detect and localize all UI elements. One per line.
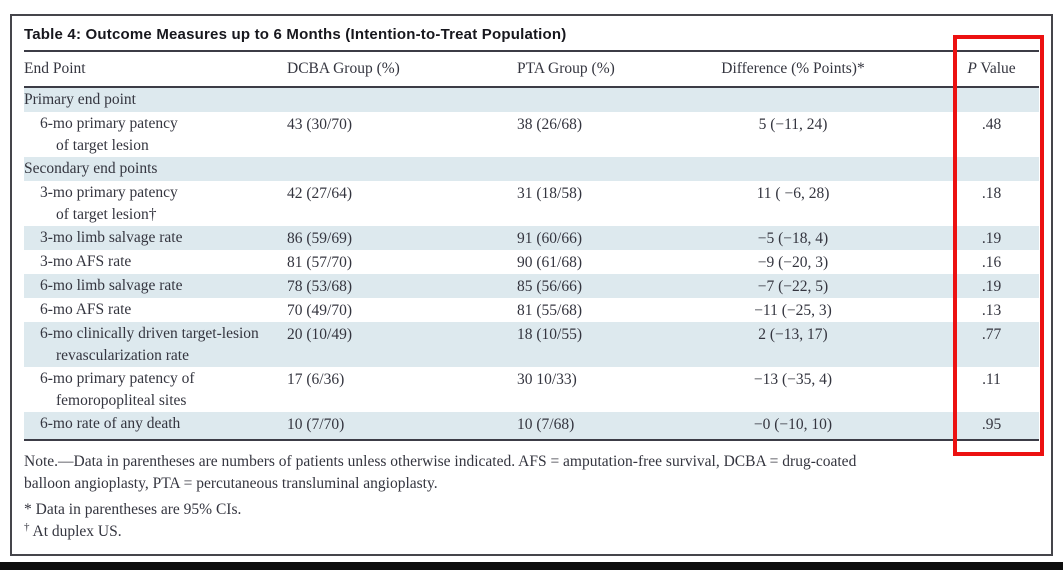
end-point-cell: 3-mo primary patency of target lesion† <box>24 182 287 226</box>
end-point-cell: 3-mo limb salvage rate <box>24 227 287 249</box>
table-row: 6-mo AFS rate 70 (49/70) 81 (55/68) −11 … <box>24 298 1039 322</box>
end-point-cell: 3-mo AFS rate <box>24 251 287 273</box>
table-header-row: End Point DCBA Group (%) PTA Group (%) D… <box>24 52 1039 86</box>
pta-value-cell: 18 (10/55) <box>517 326 583 343</box>
dagger-footnote-text: At duplex US. <box>32 523 122 540</box>
p-value-cell: .19 <box>981 278 1002 295</box>
bottom-bar <box>0 562 1063 570</box>
dcba-value-cell: 42 (27/64) <box>287 185 353 202</box>
table-row: 6-mo rate of any death 10 (7/70) 10 (7/6… <box>24 412 1039 439</box>
difference-value-cell: −9 (−20, 3) <box>757 254 829 271</box>
pta-value-cell: 85 (56/66) <box>517 278 583 295</box>
difference-value-cell: 2 (−13, 17) <box>758 326 828 343</box>
end-point-label: 3-mo limb salvage rate <box>40 229 183 246</box>
note-line-2: balloon angioplasty, PTA = percutaneous … <box>24 475 438 492</box>
dcba-value-cell: 81 (57/70) <box>287 254 353 271</box>
table-row: 6-mo limb salvage rate 78 (53/68) 85 (56… <box>24 274 1039 298</box>
end-point-label-line2: revascularization rate <box>56 347 189 364</box>
end-point-label: 6-mo limb salvage rate <box>40 277 183 294</box>
pta-value-cell: 91 (60/66) <box>517 230 583 247</box>
end-point-label: 6-mo clinically driven target-lesion <box>40 325 259 342</box>
end-point-cell: 6-mo limb salvage rate <box>24 275 287 297</box>
pta-value-cell: 81 (55/68) <box>517 302 583 319</box>
difference-value-cell: −0 (−10, 10) <box>753 416 833 433</box>
end-point-cell: 6-mo primary patency of target lesion <box>24 113 287 157</box>
dcba-value-cell: 17 (6/36) <box>287 371 345 388</box>
dcba-value-cell: 43 (30/70) <box>287 116 353 133</box>
dagger-footnote: † At duplex US. <box>24 521 1039 543</box>
dagger-symbol: † <box>24 520 30 533</box>
end-point-cell: Primary end point <box>24 89 287 111</box>
p-value-cell: .13 <box>981 302 1002 319</box>
table-body: Primary end point 6-mo primary patency o… <box>24 88 1039 439</box>
p-value-cell: .18 <box>981 185 1002 202</box>
difference-value-cell: −5 (−18, 4) <box>757 230 829 247</box>
pta-value-cell: 31 (18/58) <box>517 185 583 202</box>
end-point-cell: Secondary end points <box>24 158 287 180</box>
dcba-value-cell: 10 (7/70) <box>287 416 345 433</box>
end-point-label-line2: femoropopliteal sites <box>56 392 187 409</box>
col-header-dcba-group: DCBA Group (%) <box>287 60 400 77</box>
table-bottom-divider <box>24 439 1039 441</box>
end-point-cell: 6-mo rate of any death <box>24 413 287 435</box>
difference-value-cell: −11 (−25, 3) <box>754 302 832 319</box>
pta-value-cell: 30 10/33) <box>517 371 577 388</box>
table-row: 6-mo primary patency of target lesion 43… <box>24 112 1039 157</box>
table-row: 6-mo clinically driven target-lesion rev… <box>24 322 1039 367</box>
dcba-value-cell: 78 (53/68) <box>287 278 353 295</box>
pta-value-cell: 38 (26/68) <box>517 116 583 133</box>
col-header-pta-group: PTA Group (%) <box>517 60 615 77</box>
p-value-cell: .95 <box>981 416 1002 433</box>
end-point-cell: 6-mo clinically driven target-lesion rev… <box>24 323 287 367</box>
end-point-label-line2: of target lesion† <box>56 206 157 223</box>
title-divider <box>24 50 1039 52</box>
end-point-label: 6-mo rate of any death <box>40 415 181 432</box>
p-value-header-rest: Value <box>980 60 1016 77</box>
p-value-cell: .48 <box>981 116 1002 133</box>
dcba-value-cell: 70 (49/70) <box>287 302 353 319</box>
p-value-cell: .16 <box>981 254 1002 271</box>
end-point-cell: 6-mo primary patency of femoropopliteal … <box>24 368 287 412</box>
pta-value-cell: 10 (7/68) <box>517 416 575 433</box>
difference-value-cell: 11 ( −6, 28) <box>756 185 830 202</box>
dcba-value-cell: 86 (59/69) <box>287 230 353 247</box>
p-value-cell: .19 <box>981 230 1002 247</box>
difference-value-cell: 5 (−11, 24) <box>758 116 828 133</box>
dcba-value-cell: 20 (10/49) <box>287 326 353 343</box>
end-point-label: 3-mo AFS rate <box>40 253 132 270</box>
table-row: 3-mo limb salvage rate 86 (59/69) 91 (60… <box>24 226 1039 250</box>
header-divider <box>24 86 1039 88</box>
end-point-label: 6-mo AFS rate <box>40 301 132 318</box>
col-header-difference: Difference (% Points)* <box>721 60 865 77</box>
end-point-cell: 6-mo AFS rate <box>24 299 287 321</box>
note-line-1: Note.—Data in parentheses are numbers of… <box>24 453 857 470</box>
end-point-label-line2: of target lesion <box>56 137 149 154</box>
asterisk-footnote: * Data in parentheses are 95% CIs. <box>24 501 242 518</box>
table-row: 6-mo primary patency of femoropopliteal … <box>24 367 1039 412</box>
table-section-row: Secondary end points <box>24 157 1039 181</box>
end-point-label: 3-mo primary patency <box>40 184 178 201</box>
footnotes: Note.—Data in parentheses are numbers of… <box>24 441 1039 543</box>
table-row: 3-mo AFS rate 81 (57/70) 90 (61/68) −9 (… <box>24 250 1039 274</box>
end-point-label: 6-mo primary patency <box>40 115 178 132</box>
difference-value-cell: −13 (−35, 4) <box>753 371 833 388</box>
difference-value-cell: −7 (−22, 5) <box>757 278 829 295</box>
p-value-cell: .11 <box>982 371 1001 388</box>
table-row: 3-mo primary patency of target lesion† 4… <box>24 181 1039 226</box>
table4-panel: Table 4: Outcome Measures up to 6 Months… <box>10 14 1053 556</box>
table-section-row: Primary end point <box>24 88 1039 112</box>
table-title: Table 4: Outcome Measures up to 6 Months… <box>24 26 567 43</box>
p-value-cell: .77 <box>981 326 1002 343</box>
p-value-header-italic: P <box>967 60 977 77</box>
end-point-label: 6-mo primary patency of <box>40 370 195 387</box>
end-point-label: Primary end point <box>24 91 136 108</box>
col-header-p-value: P Value <box>943 52 1040 86</box>
pta-value-cell: 90 (61/68) <box>517 254 583 271</box>
col-header-end-point: End Point <box>24 60 86 77</box>
end-point-label: Secondary end points <box>24 160 158 177</box>
